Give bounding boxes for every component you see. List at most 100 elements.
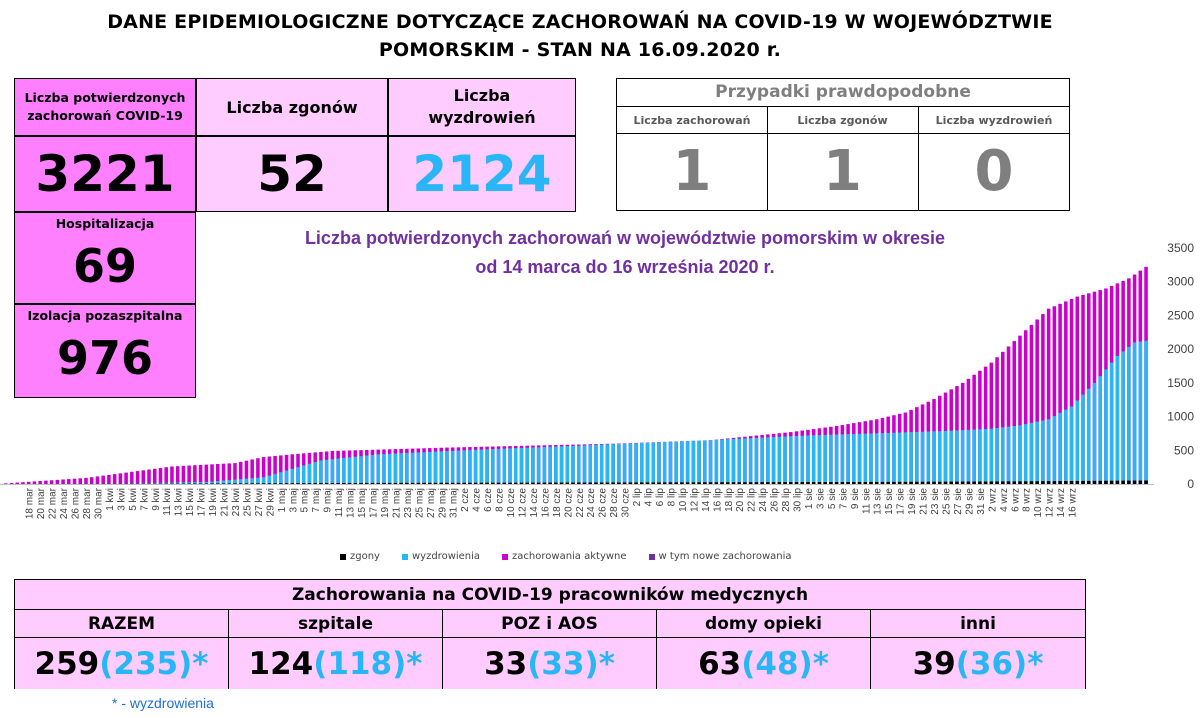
bar-deaths [1104,480,1108,484]
confirmed-value-box: 3221 [14,136,196,212]
x-tick-label: 19 kwi [208,488,219,516]
x-tick-label: 28 mar [82,487,93,519]
bar-deaths [869,481,873,484]
bar-recovered [450,450,455,484]
y-axis: 0 500 1000 1500 2000 2500 3000 3500 [1167,241,1194,491]
bar-deaths [680,482,684,484]
bar-deaths [1052,481,1057,484]
bar-recovered [691,440,696,484]
x-tick-label: 16 wrz [1068,488,1079,517]
bar-deaths [748,482,753,484]
bar-deaths [800,482,805,484]
bar-deaths [605,482,610,484]
x-tick-label: 31 maj [449,488,460,518]
x-tick-label: 30 cze [621,488,632,518]
bar-deaths [789,482,793,484]
bar-active [1029,324,1034,484]
chart-legend: zgony wyzdrowienia zachorowania aktywne … [340,551,792,562]
bar-recovered [141,483,146,484]
bar-recovered [1081,394,1085,484]
bar-active [198,464,203,484]
x-tick-label: 10 lip [678,488,689,512]
bar-recovered [662,442,667,484]
bar-deaths [387,482,392,484]
bar-recovered [485,449,489,484]
bar-deaths [405,482,409,484]
bar-deaths [714,482,719,484]
x-tick-label: 30 lip [793,488,804,512]
y-tick-label: 2000 [1167,342,1194,356]
bar-active [95,476,100,484]
bar-deaths [588,482,593,484]
x-tick-label: 18 lip [724,488,735,512]
medical-column-value: 33 (33)* [443,638,656,689]
bar-active [4,483,8,484]
medical-column-0: RAZEM 259 (235)* [15,610,229,689]
confirmed-header: Liczba potwierdzonych zachorowań COVID-1… [14,78,196,136]
bar-recovered [227,480,232,484]
bar-recovered [1018,425,1022,484]
bar-recovered [640,442,644,484]
bar-recovered [307,463,312,484]
bar-recovered [995,428,999,484]
bar-active [1041,314,1045,484]
bar-active [983,366,988,484]
confirmed-label: Liczba potwierdzonych zachorowań COVID-1… [24,90,186,123]
legend-item-nowe: w tym nowe zachorowania [648,551,792,562]
bar-recovered [748,438,753,484]
medical-title: Zachorowania na COVID-19 pracowników med… [15,580,1085,610]
x-tick-label: 7 maj [311,488,322,512]
bar-recovered [1109,362,1114,484]
x-tick-label: 8 cze [495,488,506,512]
x-tick-label: 10 cze [506,488,517,518]
medical-column-value: 124 (118)* [229,638,442,689]
x-tick-label: 19 maj [380,488,391,518]
bar-recovered [777,436,782,484]
bar-recovered [491,449,495,484]
bar-deaths [284,483,289,484]
bar-deaths [267,483,272,484]
bar-recovered [920,431,925,484]
x-tick-label: 14 lip [701,488,712,512]
x-tick-label: 31 sie [976,488,987,515]
bar-deaths [1127,480,1131,484]
bar-deaths [943,481,948,484]
bar-recovered [548,446,552,484]
x-tick-label: 18 cze [552,488,563,518]
legend-label-wyzdrowienia: wyzdrowienia [411,551,481,562]
x-tick-label: 4 wrz [999,488,1010,512]
bar-deaths [1064,481,1068,484]
bar-active [170,466,174,484]
bar-deaths [599,482,604,484]
bar-deaths [1046,481,1051,484]
bar-deaths [909,481,913,484]
bar-active [26,481,31,484]
bar-recovered [565,446,570,484]
bar-deaths [319,483,323,484]
bar-recovered [336,458,340,484]
deaths-value: 52 [257,145,327,203]
bar-active [135,471,140,484]
bar-recovered [1121,351,1125,484]
bar-deaths [468,482,472,484]
bar-recovered [897,432,902,484]
bar-deaths [697,482,701,484]
bar-deaths [1109,480,1114,484]
bar-active [989,362,994,484]
bar-deaths [559,482,564,484]
medical-recovered: (48)* [741,645,829,682]
bar-deaths [290,483,295,484]
bar-deaths [261,483,266,484]
bar-active [49,480,54,484]
bar-recovered [754,437,759,484]
bar-deaths [691,482,696,484]
bar-deaths [479,482,484,484]
medical-column-label: RAZEM [15,610,228,638]
bar-deaths [393,482,398,484]
bar-deaths [376,482,381,484]
recovered-header: Liczba wyzdrowień [388,78,576,136]
bar-deaths [662,482,667,484]
x-tick-label: 10 wrz [1033,488,1044,517]
probable-table: Przypadki prawdopodobne Liczba zachorowa… [616,78,1070,211]
x-tick-label: 1 maj [277,488,288,512]
